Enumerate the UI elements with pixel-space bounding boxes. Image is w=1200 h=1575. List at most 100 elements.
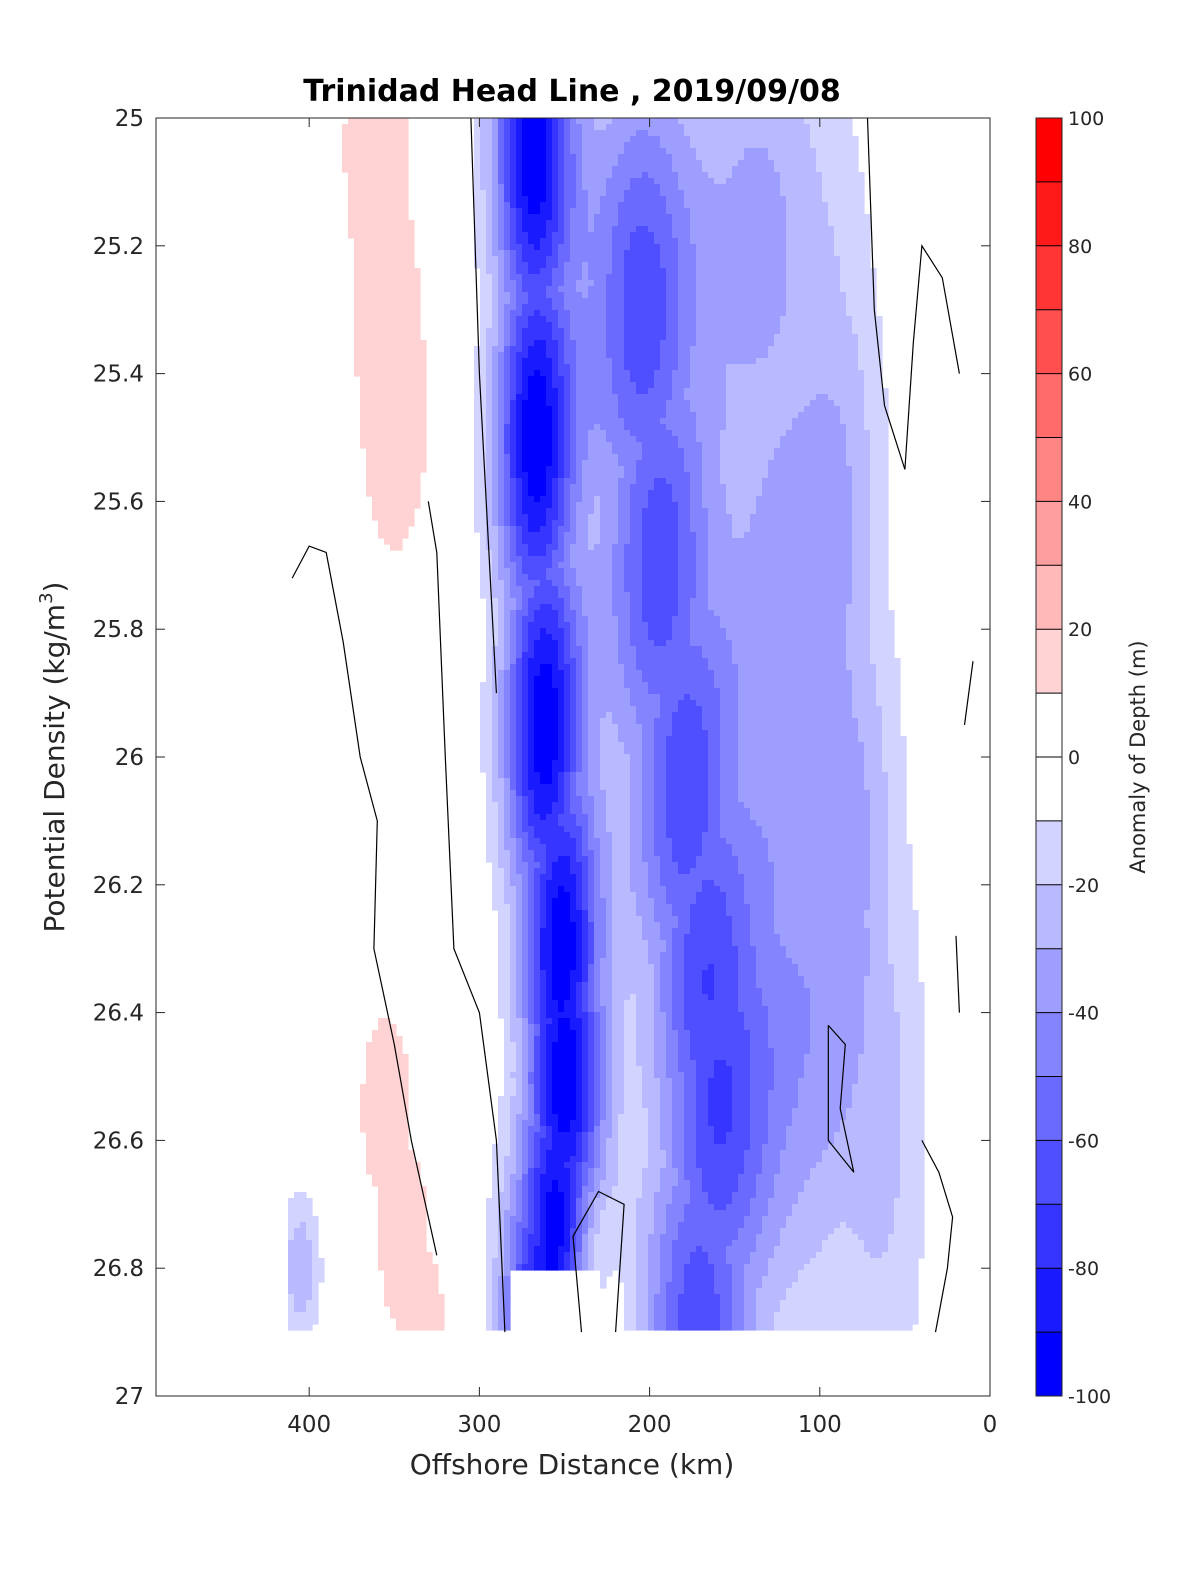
contour-cell <box>630 862 649 869</box>
contour-cell <box>540 880 547 887</box>
contour-cell <box>504 1078 517 1085</box>
contour-cell <box>540 778 553 785</box>
contour-cell <box>504 802 511 809</box>
contour-cell <box>486 412 493 419</box>
contour-cell <box>288 1198 313 1205</box>
contour-cell <box>726 376 865 383</box>
contour-cell <box>756 1324 775 1331</box>
contour-cell <box>684 946 739 953</box>
contour-cell <box>570 688 577 695</box>
contour-cell <box>492 172 499 179</box>
contour-cell <box>480 160 493 167</box>
contour-cell <box>834 1132 901 1139</box>
contour-cell <box>822 1156 901 1163</box>
contour-cell <box>486 670 493 677</box>
contour-cell <box>504 238 511 245</box>
contour-cell <box>636 712 661 719</box>
contour-cell <box>546 1114 559 1121</box>
contour-cell <box>618 730 643 737</box>
contour-cell <box>492 448 499 455</box>
contour-cell <box>720 718 739 725</box>
contour-cell <box>558 358 565 365</box>
contour-cell <box>528 1006 535 1013</box>
contour-cell <box>558 1246 571 1253</box>
contour-cell <box>546 568 565 575</box>
contour-cell <box>708 808 721 815</box>
contour-cell <box>594 1198 607 1205</box>
contour-cell <box>582 148 625 155</box>
contour-cell <box>696 556 709 563</box>
contour-cell <box>576 526 589 533</box>
contour-cell <box>516 1120 523 1127</box>
contour-cell <box>558 814 577 821</box>
contour-cell <box>486 652 493 659</box>
contour-cell <box>702 478 721 485</box>
contour-cell <box>582 496 595 503</box>
contour-cell <box>588 448 613 455</box>
contour-cell <box>702 976 715 983</box>
contour-cell <box>582 1024 589 1031</box>
contour-cell <box>600 1138 607 1145</box>
contour-cell <box>900 1030 925 1037</box>
contour-cell <box>594 1060 601 1067</box>
contour-cell <box>306 1228 319 1235</box>
contour-cell <box>564 460 571 467</box>
contour-cell <box>504 436 511 443</box>
contour-cell <box>492 412 499 419</box>
contour-cell <box>606 1018 613 1025</box>
contour-cell <box>684 1132 697 1139</box>
contour-cell <box>498 136 505 143</box>
contour-cell <box>378 1186 427 1193</box>
contour-cell <box>768 352 859 359</box>
contour-cell <box>636 130 649 137</box>
contour-cell <box>570 988 577 995</box>
colorbar-band <box>1036 118 1062 183</box>
contour-cell <box>702 442 721 449</box>
contour-cell <box>498 118 505 125</box>
contour-cell <box>546 388 559 395</box>
contour-cell <box>558 658 565 665</box>
contour-cell <box>750 904 775 911</box>
contour-cell <box>504 880 511 887</box>
contour-cell <box>588 202 601 209</box>
contour-cell <box>474 220 487 227</box>
contour-cell <box>714 982 739 989</box>
contour-cell <box>498 952 511 959</box>
contour-cell <box>516 748 523 755</box>
contour-cell <box>564 484 571 491</box>
contour-cell <box>510 1126 517 1133</box>
contour-cell <box>594 982 601 989</box>
contour-cell <box>552 976 571 983</box>
contour-cell <box>690 1042 751 1049</box>
contour-cell <box>900 1066 925 1073</box>
contour-cell <box>852 322 883 329</box>
contour-cell <box>612 1084 625 1091</box>
contour-cell <box>690 604 709 611</box>
contour-cell <box>828 220 871 227</box>
contour-cell <box>678 556 697 563</box>
contour-cell <box>510 310 523 317</box>
contour-cell <box>378 1204 427 1211</box>
contour-cell <box>606 1084 613 1091</box>
contour-cell <box>570 124 583 131</box>
contour-cell <box>900 1018 925 1025</box>
contour-cell <box>600 1282 607 1289</box>
contour-cell <box>642 838 655 845</box>
contour-cell <box>504 166 511 173</box>
contour-cell <box>594 1036 601 1043</box>
contour-cell <box>528 970 535 977</box>
contour-cell <box>480 274 493 281</box>
contour-cell <box>564 376 571 383</box>
contour-cell <box>648 868 661 875</box>
contour-cell <box>858 724 883 731</box>
contour-cell <box>498 718 505 725</box>
contour-cell <box>342 154 409 161</box>
contour-cell <box>564 700 571 707</box>
contour-cell <box>726 634 847 641</box>
contour-cell <box>666 640 691 647</box>
contour-cell <box>552 1060 577 1067</box>
contour-cell <box>504 544 511 551</box>
contour-cell <box>564 778 571 785</box>
contour-cell <box>576 1168 583 1175</box>
contour-cell <box>588 1030 595 1037</box>
